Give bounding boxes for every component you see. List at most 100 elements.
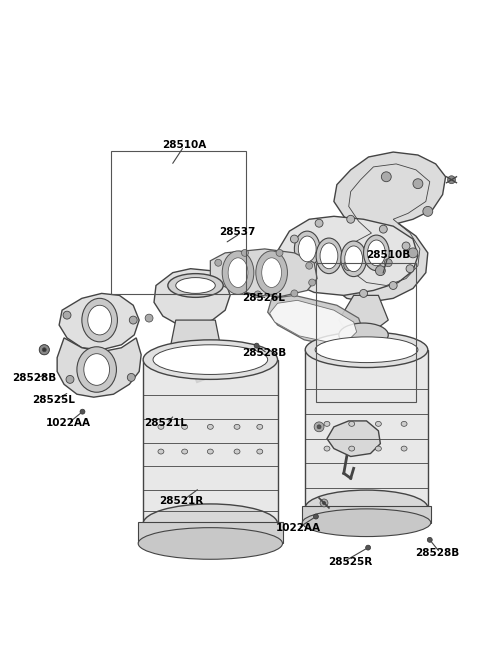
Ellipse shape (315, 337, 418, 363)
Circle shape (313, 514, 318, 519)
Polygon shape (138, 522, 283, 544)
Circle shape (42, 348, 46, 352)
Ellipse shape (182, 424, 188, 429)
Polygon shape (339, 295, 388, 335)
Polygon shape (324, 152, 445, 303)
Ellipse shape (241, 250, 249, 256)
Ellipse shape (176, 278, 216, 293)
Ellipse shape (207, 424, 213, 429)
Ellipse shape (84, 354, 109, 385)
Ellipse shape (153, 345, 268, 375)
Ellipse shape (228, 258, 248, 288)
Polygon shape (268, 295, 363, 345)
Text: 28521R: 28521R (159, 496, 204, 506)
Ellipse shape (401, 421, 407, 426)
Ellipse shape (381, 172, 391, 181)
Ellipse shape (320, 243, 338, 269)
Ellipse shape (129, 316, 137, 324)
Circle shape (447, 176, 456, 183)
Ellipse shape (324, 421, 330, 426)
Ellipse shape (298, 236, 316, 262)
Ellipse shape (215, 259, 222, 266)
Ellipse shape (423, 206, 433, 216)
Text: 1022AA: 1022AA (276, 523, 321, 533)
Ellipse shape (305, 332, 428, 367)
Ellipse shape (344, 261, 354, 271)
Ellipse shape (413, 179, 423, 189)
Ellipse shape (389, 282, 397, 290)
Ellipse shape (257, 424, 263, 429)
Ellipse shape (406, 265, 414, 272)
Ellipse shape (262, 258, 281, 288)
Ellipse shape (77, 346, 117, 392)
Circle shape (427, 537, 432, 542)
Ellipse shape (349, 421, 355, 426)
Polygon shape (210, 249, 317, 296)
Text: 28526L: 28526L (242, 293, 285, 303)
Text: 28537: 28537 (219, 227, 255, 236)
Ellipse shape (305, 490, 428, 526)
Ellipse shape (290, 235, 298, 243)
Circle shape (366, 545, 371, 550)
Text: 1022AA: 1022AA (46, 419, 90, 428)
Text: 28528B: 28528B (242, 348, 287, 358)
Circle shape (254, 343, 259, 348)
Ellipse shape (316, 238, 342, 274)
Circle shape (145, 314, 153, 322)
Ellipse shape (138, 528, 283, 559)
Ellipse shape (315, 219, 323, 227)
Ellipse shape (402, 242, 410, 250)
Ellipse shape (82, 298, 118, 342)
Ellipse shape (341, 241, 367, 276)
Polygon shape (270, 301, 357, 342)
Ellipse shape (39, 345, 49, 354)
Ellipse shape (360, 290, 368, 297)
Polygon shape (143, 360, 277, 524)
Ellipse shape (168, 274, 223, 297)
Text: 28525R: 28525R (328, 557, 372, 567)
Circle shape (320, 499, 328, 507)
Ellipse shape (143, 504, 277, 544)
Polygon shape (302, 506, 431, 523)
Polygon shape (327, 421, 380, 457)
Ellipse shape (375, 446, 381, 451)
Ellipse shape (182, 449, 188, 454)
Ellipse shape (207, 449, 213, 454)
Ellipse shape (306, 262, 312, 269)
Ellipse shape (401, 446, 407, 451)
Ellipse shape (349, 446, 355, 451)
Text: 28510A: 28510A (162, 140, 206, 150)
Ellipse shape (294, 231, 320, 267)
Polygon shape (57, 338, 141, 397)
Ellipse shape (276, 250, 283, 256)
Circle shape (314, 422, 324, 432)
Ellipse shape (379, 225, 387, 233)
Polygon shape (154, 269, 230, 326)
Polygon shape (277, 216, 418, 295)
Text: 28521L: 28521L (144, 419, 187, 428)
Ellipse shape (173, 346, 218, 369)
Text: 28528B: 28528B (416, 548, 460, 558)
Text: 28510B: 28510B (366, 250, 410, 260)
Ellipse shape (158, 449, 164, 454)
Ellipse shape (309, 279, 316, 286)
Polygon shape (171, 320, 220, 358)
Ellipse shape (222, 251, 254, 294)
Ellipse shape (256, 251, 288, 294)
Ellipse shape (347, 215, 355, 223)
Ellipse shape (143, 340, 277, 379)
Ellipse shape (234, 449, 240, 454)
Ellipse shape (375, 421, 381, 426)
Ellipse shape (408, 248, 418, 258)
Ellipse shape (363, 235, 389, 271)
Ellipse shape (302, 509, 431, 536)
Circle shape (384, 259, 392, 267)
Ellipse shape (324, 446, 330, 451)
Ellipse shape (158, 424, 164, 429)
Circle shape (39, 345, 49, 354)
Ellipse shape (63, 311, 71, 319)
Circle shape (317, 425, 321, 429)
Ellipse shape (368, 240, 385, 266)
Circle shape (323, 502, 325, 504)
Ellipse shape (339, 323, 388, 346)
